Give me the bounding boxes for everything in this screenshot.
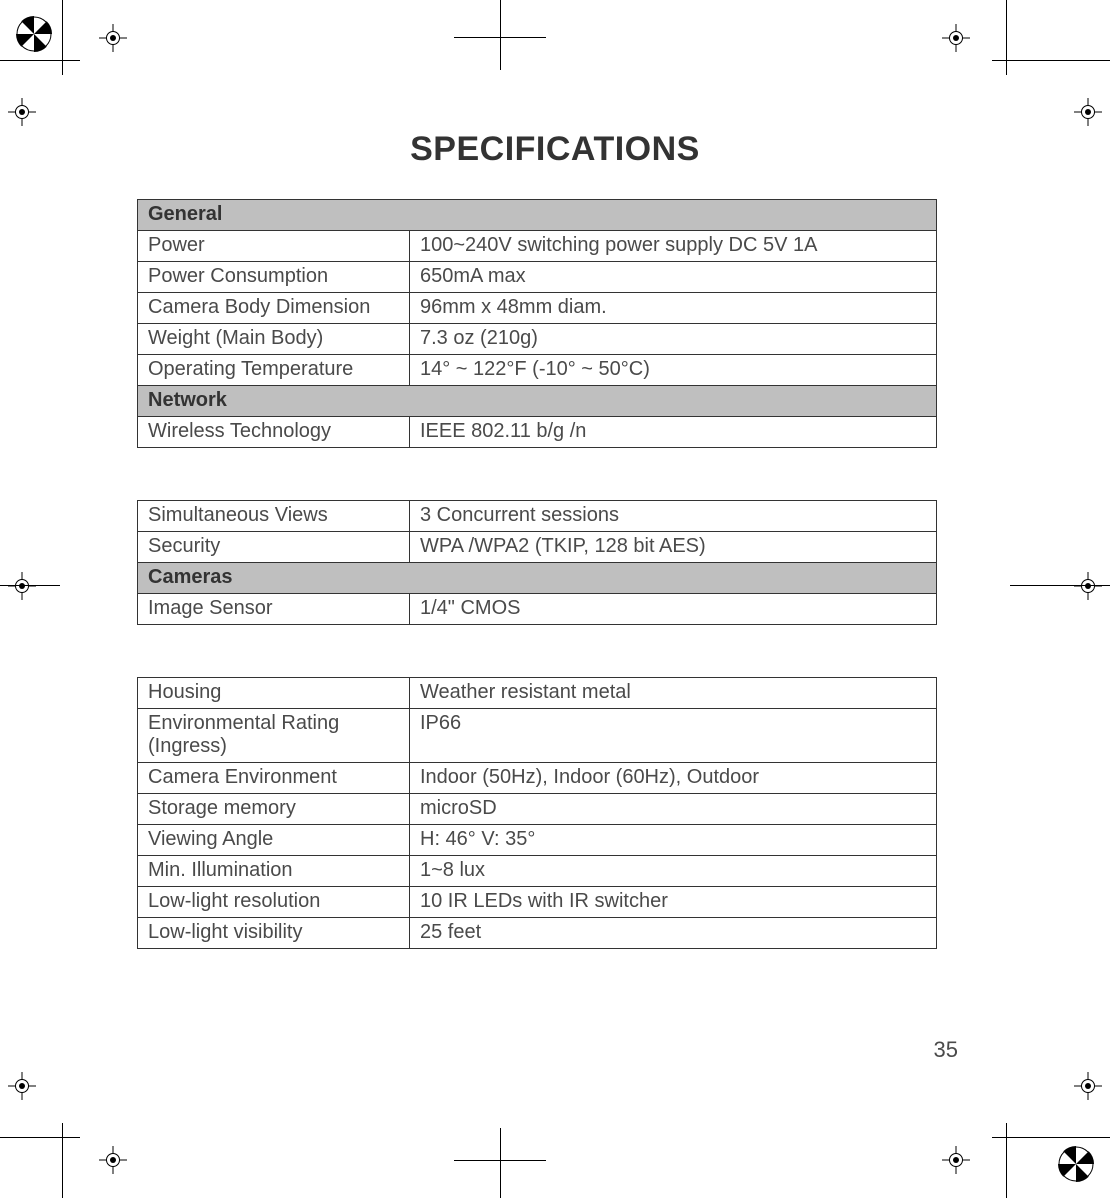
crop-mark [500,1128,501,1198]
spec-value: 100~240V switching power supply DC 5V 1A [410,231,937,262]
registration-cross [1074,572,1102,600]
spec-row: Environmental Rating (Ingress)IP66 [138,709,937,763]
spec-row: SecurityWPA /WPA2 (TKIP, 128 bit AES) [138,532,937,563]
spec-row: HousingWeather resistant metal [138,678,937,709]
page-number: 35 [934,1037,958,1063]
spec-row: Operating Temperature14° ~ 122°F (-10° ~… [138,355,937,386]
spec-row: Simultaneous Views3 Concurrent sessions [138,501,937,532]
spec-table: HousingWeather resistant metalEnvironmen… [137,677,937,949]
registration-cross [942,24,970,52]
spec-value: 1~8 lux [410,856,937,887]
registration-cross [99,1146,127,1174]
spec-row: Camera EnvironmentIndoor (50Hz), Indoor … [138,763,937,794]
spec-value: 10 IR LEDs with IR switcher [410,887,937,918]
spec-label: Viewing Angle [138,825,410,856]
registration-fan-br [1058,1146,1094,1182]
registration-cross [1074,1072,1102,1100]
spec-label: Environmental Rating (Ingress) [138,709,410,763]
crop-mark [1006,0,1007,75]
spec-label: Low-light visibility [138,918,410,949]
crop-mark [992,1137,1110,1138]
spec-label: Camera Environment [138,763,410,794]
spec-label: Image Sensor [138,594,410,625]
spec-row: Min. Illumination1~8 lux [138,856,937,887]
spec-label: Security [138,532,410,563]
registration-fan-tl [16,16,52,52]
spec-table: GeneralPower100~240V switching power sup… [137,199,937,448]
section-header-row: Cameras [138,563,937,594]
crop-mark [992,60,1110,61]
spec-label: Operating Temperature [138,355,410,386]
spec-label: Storage memory [138,794,410,825]
section-header-row: Network [138,386,937,417]
registration-cross [99,24,127,52]
spec-row: Wireless TechnologyIEEE 802.11 b/g /n [138,417,937,448]
spec-value: H: 46° V: 35° [410,825,937,856]
spec-label: Power [138,231,410,262]
spec-value: 14° ~ 122°F (-10° ~ 50°C) [410,355,937,386]
spec-label: Min. Illumination [138,856,410,887]
spec-row: Low-light visibility25 feet [138,918,937,949]
page-content: SPECIFICATIONS GeneralPower100~240V swit… [130,60,980,1138]
spec-row: Low-light resolution10 IR LEDs with IR s… [138,887,937,918]
spec-value: Indoor (50Hz), Indoor (60Hz), Outdoor [410,763,937,794]
spec-label: Housing [138,678,410,709]
spec-row: Storage memorymicroSD [138,794,937,825]
spec-value: 96mm x 48mm diam. [410,293,937,324]
spec-row: Viewing AngleH: 46° V: 35° [138,825,937,856]
spec-value: IEEE 802.11 b/g /n [410,417,937,448]
spec-row: Power Consumption650mA max [138,262,937,293]
spec-label: Camera Body Dimension [138,293,410,324]
crop-mark [1010,585,1110,586]
crop-mark [1006,1123,1007,1198]
section-header-label: Network [138,386,937,417]
spec-value: 25 feet [410,918,937,949]
spec-value: 7.3 oz (210g) [410,324,937,355]
crop-mark [0,60,80,61]
registration-cross [8,572,36,600]
spec-label: Simultaneous Views [138,501,410,532]
spec-table: Simultaneous Views3 Concurrent sessionsS… [137,500,937,625]
spec-label: Power Consumption [138,262,410,293]
page-title: SPECIFICATIONS [130,130,980,169]
crop-mark [62,0,63,75]
spec-value: IP66 [410,709,937,763]
spec-value: Weather resistant metal [410,678,937,709]
spec-label: Low-light resolution [138,887,410,918]
registration-cross [1074,98,1102,126]
spec-value: 3 Concurrent sessions [410,501,937,532]
section-header-label: General [138,200,937,231]
spec-value: WPA /WPA2 (TKIP, 128 bit AES) [410,532,937,563]
spec-row: Camera Body Dimension96mm x 48mm diam. [138,293,937,324]
spec-value: 1/4" CMOS [410,594,937,625]
crop-mark [62,1123,63,1198]
registration-cross [8,1072,36,1100]
spec-row: Power100~240V switching power supply DC … [138,231,937,262]
section-header-label: Cameras [138,563,937,594]
spec-row: Weight (Main Body)7.3 oz (210g) [138,324,937,355]
crop-mark [0,1137,80,1138]
specifications-tables: GeneralPower100~240V switching power sup… [130,199,980,949]
spec-value: microSD [410,794,937,825]
spec-label: Weight (Main Body) [138,324,410,355]
registration-cross [942,1146,970,1174]
spec-label: Wireless Technology [138,417,410,448]
spec-row: Image Sensor1/4" CMOS [138,594,937,625]
spec-value: 650mA max [410,262,937,293]
section-header-row: General [138,200,937,231]
registration-cross [8,98,36,126]
crop-mark [0,585,60,586]
